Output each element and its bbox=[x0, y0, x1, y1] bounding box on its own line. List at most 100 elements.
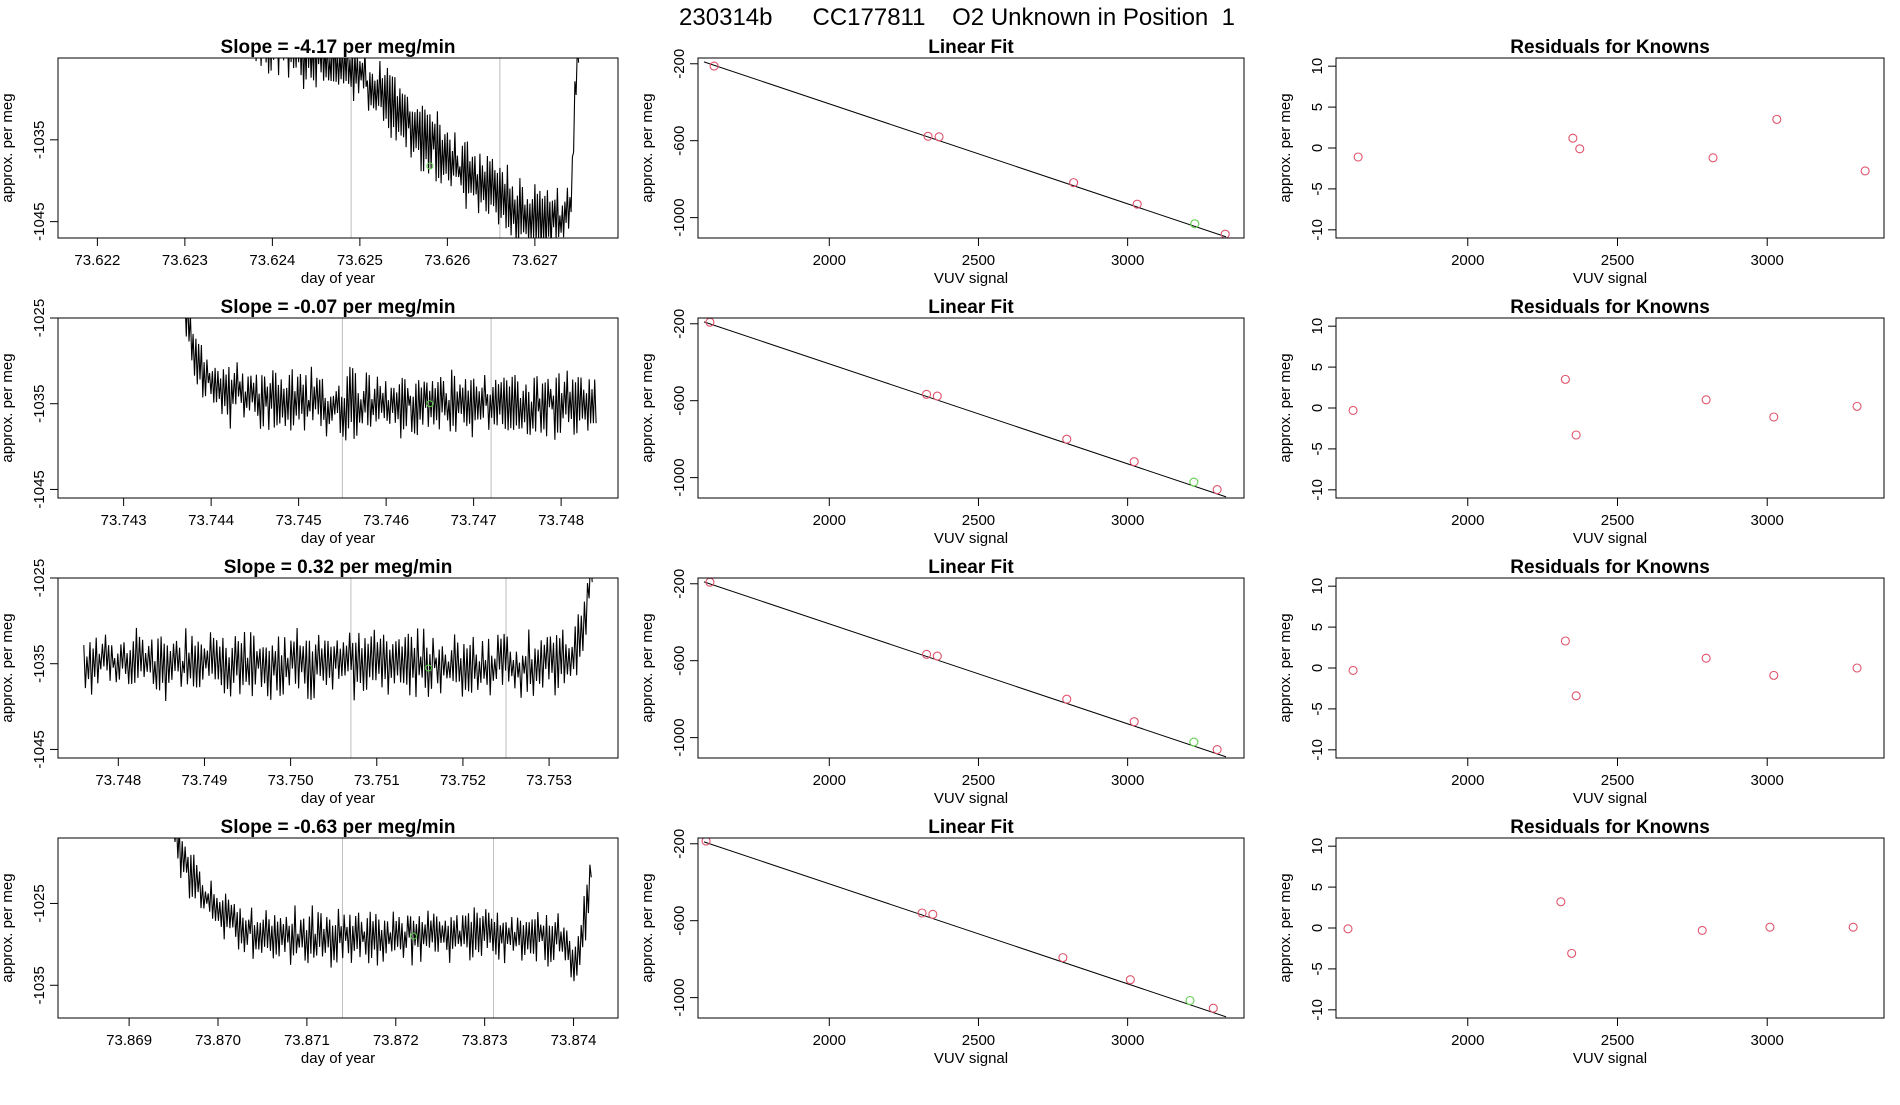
known-point bbox=[1852, 401, 1862, 411]
y-tick-label: 0 bbox=[1309, 664, 1326, 672]
x-axis-label: VUV signal bbox=[1573, 270, 1647, 287]
plot-area bbox=[703, 318, 1227, 498]
y-tick-label: 10 bbox=[1309, 578, 1326, 595]
y-axis-label: approx. per meg bbox=[639, 613, 656, 722]
plot-frame bbox=[1335, 837, 1885, 1019]
x-tick-label: 2500 bbox=[1601, 512, 1634, 529]
y-tick-label: 5 bbox=[1309, 623, 1326, 631]
known-point bbox=[1348, 665, 1358, 676]
y-axis-label: approx. per meg bbox=[1277, 93, 1294, 202]
x-tick-label: 73.626 bbox=[424, 252, 470, 269]
known-point bbox=[1701, 395, 1711, 405]
y-tick-label: 5 bbox=[1309, 363, 1326, 371]
x-tick-label: 2000 bbox=[1451, 512, 1484, 529]
x-tick-label: 2500 bbox=[1601, 1032, 1634, 1049]
x-axis-label: day of year bbox=[301, 270, 375, 287]
plot-area bbox=[701, 838, 1227, 1018]
known-point bbox=[1062, 434, 1072, 444]
x-axis-label: day of year bbox=[301, 790, 375, 807]
y-axis-label: approx. per meg bbox=[639, 93, 656, 202]
x-axis-label: VUV signal bbox=[1573, 1050, 1647, 1067]
y-tick-label: -1025 bbox=[31, 299, 48, 337]
known-point bbox=[1697, 925, 1707, 936]
main-title: 230314b CC177811 O2 Unknown in Position … bbox=[679, 4, 1235, 31]
known-point bbox=[1571, 691, 1581, 701]
known-point bbox=[1343, 924, 1353, 934]
y-tick-label: -5 bbox=[1309, 962, 1326, 975]
x-axis-label: VUV signal bbox=[1573, 530, 1647, 547]
y-tick-label: -600 bbox=[671, 386, 688, 416]
unknown-point bbox=[424, 664, 432, 672]
panel-4-3: Residuals for Knowns 2000 2500 3000 VUV sign… bbox=[1277, 817, 1885, 1067]
panel-title: Residuals for Knowns bbox=[1510, 297, 1710, 318]
x-tick-label: 3000 bbox=[1111, 512, 1144, 529]
plot-frame bbox=[1335, 57, 1885, 239]
known-point bbox=[1129, 457, 1139, 467]
y-tick-label: -1035 bbox=[31, 645, 48, 683]
panel-2-2: Linear Fit 2000 2500 3000 VUV signal -200 -600… bbox=[639, 297, 1245, 547]
x-tick-label: 2500 bbox=[962, 512, 995, 529]
known-point bbox=[932, 651, 942, 661]
x-tick-label: 73.869 bbox=[106, 1032, 152, 1049]
x-axis-label: VUV signal bbox=[934, 270, 1008, 287]
known-point bbox=[1769, 670, 1779, 680]
y-tick-label: 0 bbox=[1309, 924, 1326, 932]
panel-title: Residuals for Knowns bbox=[1510, 817, 1710, 838]
known-point bbox=[1220, 229, 1230, 238]
x-tick-label: 2500 bbox=[962, 252, 995, 269]
y-tick-label: 5 bbox=[1309, 883, 1326, 891]
x-tick-label: 2500 bbox=[1601, 252, 1634, 269]
x-tick-label: 2500 bbox=[962, 1032, 995, 1049]
panel-1-3: Residuals for Knowns 2000 2500 3000 VUV sign… bbox=[1277, 37, 1885, 287]
y-tick-label: -10 bbox=[1309, 739, 1326, 761]
x-tick-label: 73.747 bbox=[451, 512, 497, 529]
y-tick-label: -1045 bbox=[31, 470, 48, 508]
y-tick-label: -1000 bbox=[671, 978, 688, 1016]
known-point bbox=[1353, 152, 1363, 162]
plot-area bbox=[255, 58, 580, 238]
x-tick-label: 73.870 bbox=[195, 1032, 241, 1049]
x-tick-label: 73.746 bbox=[363, 512, 409, 529]
known-point bbox=[1769, 412, 1779, 422]
x-tick-label: 73.748 bbox=[538, 512, 584, 529]
x-tick-label: 73.623 bbox=[162, 252, 208, 269]
panel-title: Residuals for Knowns bbox=[1510, 37, 1710, 58]
unknown-point bbox=[1189, 477, 1199, 487]
panel-1-2: Linear Fit 2000 2500 3000 VUV signal -200 -600… bbox=[639, 37, 1245, 287]
x-tick-label: 73.627 bbox=[512, 252, 558, 269]
x-tick-label: 2000 bbox=[813, 1032, 846, 1049]
x-tick-label: 2000 bbox=[813, 252, 846, 269]
known-point bbox=[1348, 405, 1358, 416]
x-axis-label: VUV signal bbox=[934, 1050, 1008, 1067]
y-tick-label: -600 bbox=[671, 126, 688, 156]
plot-area bbox=[1348, 636, 1862, 701]
data-line bbox=[255, 58, 580, 238]
x-tick-label: 73.749 bbox=[182, 772, 228, 789]
y-tick-label: 10 bbox=[1309, 838, 1326, 855]
y-axis-label: approx. per meg bbox=[0, 353, 16, 462]
known-point bbox=[1575, 144, 1585, 154]
y-tick-label: 10 bbox=[1309, 58, 1326, 75]
plot-area bbox=[174, 838, 592, 1018]
known-point bbox=[932, 391, 942, 401]
x-tick-label: 2500 bbox=[1601, 772, 1634, 789]
y-tick-label: -10 bbox=[1309, 219, 1326, 241]
x-tick-label: 2000 bbox=[1451, 772, 1484, 789]
unknown-point bbox=[1185, 995, 1195, 1006]
y-tick-label: -1025 bbox=[31, 884, 48, 922]
x-tick-label: 3000 bbox=[1111, 1032, 1144, 1049]
plot-frame bbox=[1335, 577, 1885, 759]
y-tick-label: 0 bbox=[1309, 404, 1326, 412]
x-axis-label: VUV signal bbox=[934, 790, 1008, 807]
x-tick-label: 73.745 bbox=[276, 512, 322, 529]
y-tick-label: -1045 bbox=[31, 202, 48, 240]
plot-area bbox=[703, 61, 1230, 238]
panel-title: Linear Fit bbox=[928, 297, 1014, 318]
x-tick-label: 3000 bbox=[1111, 252, 1144, 269]
panel-4-2: Linear Fit 2000 2500 3000 VUV signal -200 -600… bbox=[639, 817, 1245, 1067]
y-tick-label: -5 bbox=[1309, 442, 1326, 455]
x-tick-label: 73.871 bbox=[284, 1032, 330, 1049]
known-point bbox=[1568, 133, 1578, 143]
